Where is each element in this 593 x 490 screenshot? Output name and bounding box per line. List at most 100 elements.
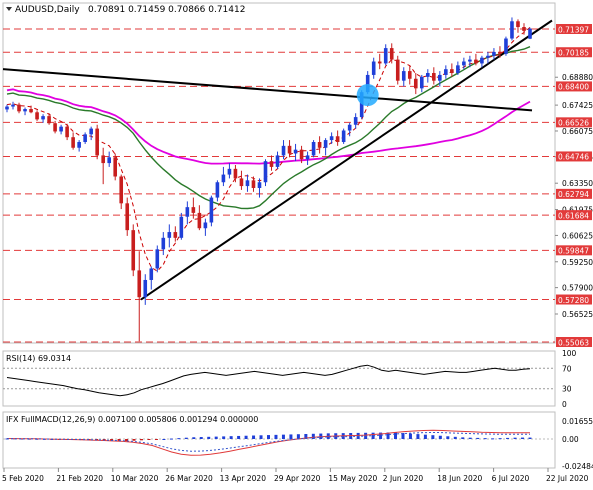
macd-bar-57 (431, 435, 435, 439)
magenta-ma-line (6, 88, 531, 165)
collapse-arrow-icon[interactable] (6, 7, 12, 11)
candle-body-51 (311, 142, 316, 156)
candle-body-42 (257, 182, 262, 188)
level-tag-8 (556, 294, 592, 305)
macd-bar-62 (468, 437, 472, 439)
candle-body-25 (155, 249, 160, 269)
level-tag-9 (556, 337, 592, 347)
candle-body-18 (113, 157, 118, 177)
time-tick-label-1: 21 Feb 2020 (56, 474, 103, 483)
candle-body-85 (516, 21, 520, 28)
candle-body-71 (432, 73, 436, 81)
price-tick-label-9: 0.56525 (562, 310, 593, 319)
candle-body-32 (197, 212, 202, 229)
time-tick-label-0: 5 Feb 2020 (2, 474, 44, 483)
candle-body-0 (5, 106, 9, 110)
macd-tick-0: 0.016556 (562, 417, 593, 426)
rsi-tick-2: 30 (562, 385, 572, 394)
macd-label: IFX FullMACD(12,26,9) 0.007100 0.005806 … (6, 415, 258, 424)
macd-bar-17 (132, 438, 136, 441)
candle-body-16 (101, 155, 105, 164)
level-tag-3 (556, 117, 592, 128)
macd-bar-58 (438, 435, 442, 439)
candle-body-13 (83, 134, 87, 143)
candle-body-37 (227, 168, 232, 175)
candle-body-44 (269, 161, 274, 167)
candle-body-17 (107, 157, 111, 164)
candle-body-74 (450, 69, 454, 74)
macd-bar-37 (281, 434, 285, 439)
rsi-tick-1: 70 (562, 364, 572, 373)
time-tick-label-10: 22 Jul 2020 (546, 474, 589, 483)
candle-body-31 (191, 207, 196, 213)
price-tick-label-8: 0.57900 (562, 284, 593, 293)
candle-body-12 (77, 142, 81, 148)
rsi-tick-3: 0 (562, 400, 567, 409)
candle-body-76 (462, 61, 466, 66)
macd-bar-53 (401, 433, 405, 439)
candle-body-29 (179, 216, 184, 238)
level-label-3: 0.66526 (558, 119, 589, 128)
candle-body-36 (221, 174, 226, 183)
overlay-lines (2, 19, 553, 301)
candle-body-69 (419, 76, 424, 89)
time-tick-label-8: 18 Jun 2020 (437, 474, 482, 483)
candle-body-35 (215, 182, 220, 198)
candle-body-55 (335, 136, 340, 143)
candle-body-20 (125, 203, 130, 231)
candle-body-48 (293, 149, 298, 154)
candle-body-54 (329, 136, 334, 141)
level-tag-7 (556, 245, 592, 256)
candle-body-66 (401, 71, 406, 81)
level-label-6: 0.61684 (558, 211, 589, 220)
macd-panel-border (2, 411, 556, 469)
candle-body-6 (41, 116, 45, 120)
time-axis: 5 Feb 2020 21 Feb 2020 10 Mar 2020 26 Mar 2… (2, 468, 589, 483)
macd-bar-33 (252, 435, 256, 439)
candle-body-60 (365, 74, 370, 93)
rsi-label: RSI(14) 69.0314 (6, 354, 71, 363)
candle-body-87 (528, 28, 532, 39)
candle-body-40 (245, 180, 250, 187)
green-ma-line (6, 46, 531, 210)
time-tick-label-7: 2 Jun 2020 (383, 474, 424, 483)
candle-body-38 (233, 168, 238, 179)
rsi-tick-0: 100 (562, 349, 577, 358)
candle-body-22 (137, 270, 142, 298)
macd-bar-70 (528, 437, 532, 439)
rsi-panel-border (2, 350, 556, 407)
candle-body-2 (17, 104, 21, 112)
level-label-9: 0.55063 (558, 338, 589, 347)
candle-body-9 (59, 126, 63, 132)
macd-tick-1: 0.00 (562, 435, 579, 444)
candle-body-26 (161, 237, 166, 250)
macd-bar-25 (192, 437, 196, 439)
macd-bar-31 (237, 435, 241, 439)
price-tick-label-4: 0.63350 (562, 179, 593, 188)
candle-body-83 (504, 38, 508, 54)
candle-body-46 (281, 145, 286, 156)
candle-body-58 (353, 117, 358, 125)
macd-bar-54 (408, 433, 412, 439)
candle-body-67 (407, 71, 412, 79)
highlight-marker (356, 84, 379, 107)
macd-bar-65 (491, 438, 495, 440)
candle-body-70 (426, 73, 430, 77)
candle-body-4 (29, 109, 33, 113)
level-tag-0 (556, 24, 592, 34)
macd-bar-68 (513, 437, 517, 439)
rsi-line (6, 364, 531, 397)
candle-body-79 (480, 57, 484, 64)
candle-body-27 (167, 232, 172, 238)
level-label-4: 0.64746 (558, 153, 589, 162)
candle-body-47 (287, 145, 292, 154)
candle-body-50 (305, 155, 310, 160)
rsi-panel: RSI(14) 69.0314 100 70 30 0 (3, 349, 577, 409)
level-labels: 0.71397 0.70185 0.68400 0.66526 0.64746 0.627… (556, 24, 592, 347)
level-tag-2 (556, 81, 592, 92)
candle-body-63 (383, 48, 388, 64)
chart-header: AUDUSD,Daily 0.70891 0.71459 0.70866 0.7… (6, 5, 245, 15)
level-tag-6 (556, 210, 592, 221)
candle-body-61 (371, 61, 376, 75)
